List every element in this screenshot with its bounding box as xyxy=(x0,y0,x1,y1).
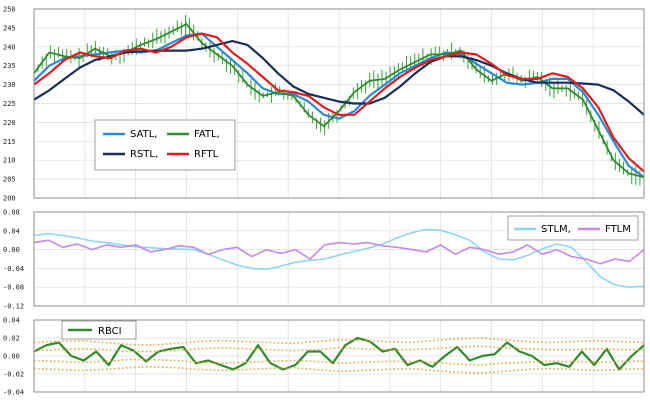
panel-frame xyxy=(33,319,645,393)
series-line-rstl xyxy=(33,39,645,116)
legend-label: SATL, xyxy=(130,129,157,140)
y-tick-label: -0.08 xyxy=(3,284,24,292)
panel-frame xyxy=(33,8,645,199)
y-tick-label: 205 xyxy=(3,176,16,184)
legend-label: STLM, xyxy=(541,224,571,235)
legend-box xyxy=(94,119,236,171)
series-line-rbci xyxy=(33,336,645,371)
y-tick-label: 0.04 xyxy=(3,317,20,325)
legend: SATL, FATL, RSTL, RFTL xyxy=(94,119,236,171)
legend: STLM, FTLM xyxy=(507,215,639,241)
panel-frame xyxy=(33,211,645,307)
y-tick-label: 210 xyxy=(3,157,16,165)
legend-label: RFTL xyxy=(194,149,219,160)
y-tick-label: -0.04 xyxy=(3,265,24,273)
y-tick-label: 250 xyxy=(3,6,16,14)
band-line-4 xyxy=(33,365,645,374)
y-tick-label: 0.04 xyxy=(3,227,20,235)
y-tick-label: 0.00 xyxy=(3,353,20,361)
y-tick-label: 225 xyxy=(3,100,16,108)
legend-label: FTLM xyxy=(605,224,631,235)
series-line-rftl xyxy=(33,32,645,173)
y-tick-label: -0.12 xyxy=(3,303,24,311)
y-tick-label: 240 xyxy=(3,43,16,51)
y-tick-label: 245 xyxy=(3,24,16,32)
panel-rbci: 0.04 0.02 0.00 -0.02 -0.04 RBCI xyxy=(3,317,645,397)
band-line-2 xyxy=(33,345,644,353)
panel-price: 250 245 240 235 230 225 220 215 210 205 200 SATL, FA… xyxy=(3,6,645,203)
band-line-1 xyxy=(33,337,645,347)
y-tick-label: 215 xyxy=(3,138,16,146)
legend-label: FATL, xyxy=(194,129,220,140)
y-tick-label: 230 xyxy=(3,81,16,89)
y-tick-label: 0.00 xyxy=(3,246,20,254)
y-tick-label: 0.08 xyxy=(3,209,20,217)
legend-label: RSTL, xyxy=(130,149,158,160)
y-tick-label: 235 xyxy=(3,62,16,70)
panel-momentum: 0.08 0.04 0.00 -0.04 -0.08 -0.12 STLM, FTLM xyxy=(3,209,645,311)
y-tick-label: 0.02 xyxy=(3,335,20,343)
series-line-ftlm xyxy=(33,239,645,265)
series-line-fatl xyxy=(33,23,645,179)
series-line-stlm xyxy=(33,228,645,289)
legend-box xyxy=(61,320,137,340)
y-tick-label: -0.04 xyxy=(3,389,24,397)
y-tick-label: 200 xyxy=(3,195,16,203)
y-tick-label: -0.02 xyxy=(3,371,24,379)
y-tick-label: 220 xyxy=(3,119,16,127)
band-line-3 xyxy=(33,358,644,366)
legend-label: RBCI xyxy=(98,326,122,337)
legend: RBCI xyxy=(61,320,137,340)
